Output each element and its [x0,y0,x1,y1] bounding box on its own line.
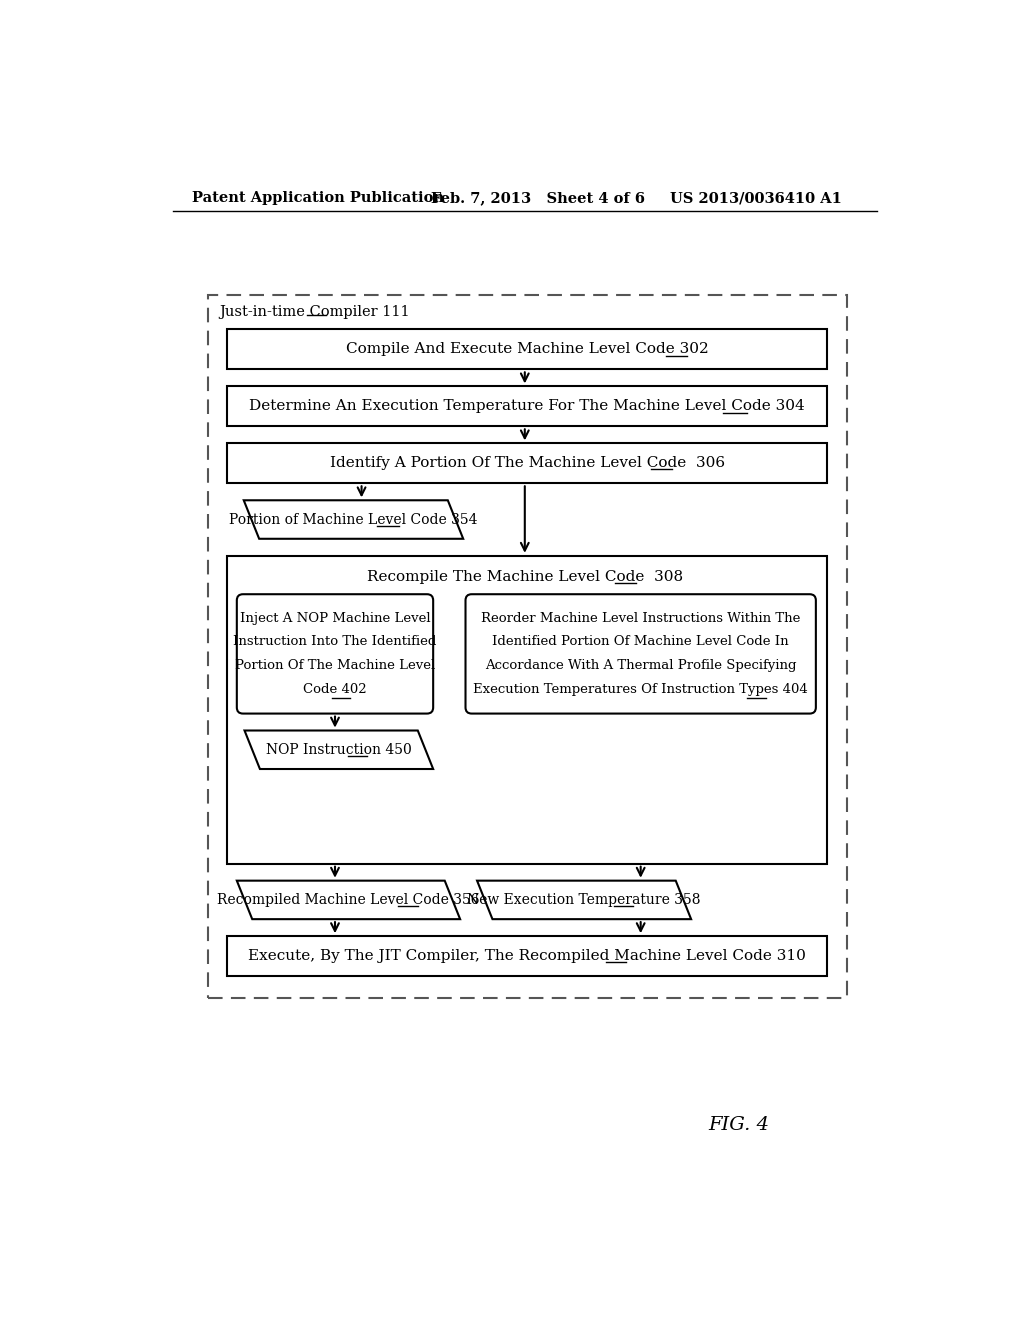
Text: FIG. 4: FIG. 4 [709,1115,769,1134]
Bar [226,556,827,863]
Bar [226,330,827,370]
Bar [226,936,827,977]
Text: Determine An Execution Temperature For The Machine Level Code 304: Determine An Execution Temperature For T… [249,400,805,413]
Text: Portion Of The Machine Level: Portion Of The Machine Level [234,659,435,672]
Polygon shape [237,880,460,919]
Text: Instruction Into The Identified: Instruction Into The Identified [233,635,436,648]
Text: Execution Temperatures Of Instruction Types 404: Execution Temperatures Of Instruction Ty… [473,684,808,696]
Polygon shape [245,730,433,770]
Text: Code 402: Code 402 [303,684,367,696]
Text: Accordance With A Thermal Profile Specifying: Accordance With A Thermal Profile Specif… [485,659,797,672]
Text: Reorder Machine Level Instructions Within The: Reorder Machine Level Instructions Withi… [481,611,801,624]
Text: Portion of Machine Level Code 354: Portion of Machine Level Code 354 [229,512,478,527]
Bar [226,444,827,483]
Text: Recompile The Machine Level Code  308: Recompile The Machine Level Code 308 [367,570,683,585]
Bar [208,296,847,998]
Text: New Execution Temperature 358: New Execution Temperature 358 [467,892,700,907]
FancyBboxPatch shape [466,594,816,714]
Text: Patent Application Publication: Patent Application Publication [193,191,444,206]
Polygon shape [477,880,691,919]
FancyBboxPatch shape [237,594,433,714]
Text: Just-in-time Compiler 111: Just-in-time Compiler 111 [219,305,410,319]
Text: US 2013/0036410 A1: US 2013/0036410 A1 [670,191,842,206]
Text: Execute, By The JIT Compiler, The Recompiled Machine Level Code 310: Execute, By The JIT Compiler, The Recomp… [248,949,806,964]
Bar [226,387,827,426]
Text: Recompiled Machine Level Code 356: Recompiled Machine Level Code 356 [217,892,479,907]
Polygon shape [244,500,463,539]
Text: Compile And Execute Machine Level Code 302: Compile And Execute Machine Level Code 3… [346,342,709,356]
Text: NOP Instruction 450: NOP Instruction 450 [266,743,412,756]
Text: Identify A Portion Of The Machine Level Code  306: Identify A Portion Of The Machine Level … [330,457,725,470]
Text: Identified Portion Of Machine Level Code In: Identified Portion Of Machine Level Code… [493,635,790,648]
Text: Inject A NOP Machine Level: Inject A NOP Machine Level [240,611,430,624]
Text: Feb. 7, 2013   Sheet 4 of 6: Feb. 7, 2013 Sheet 4 of 6 [431,191,645,206]
